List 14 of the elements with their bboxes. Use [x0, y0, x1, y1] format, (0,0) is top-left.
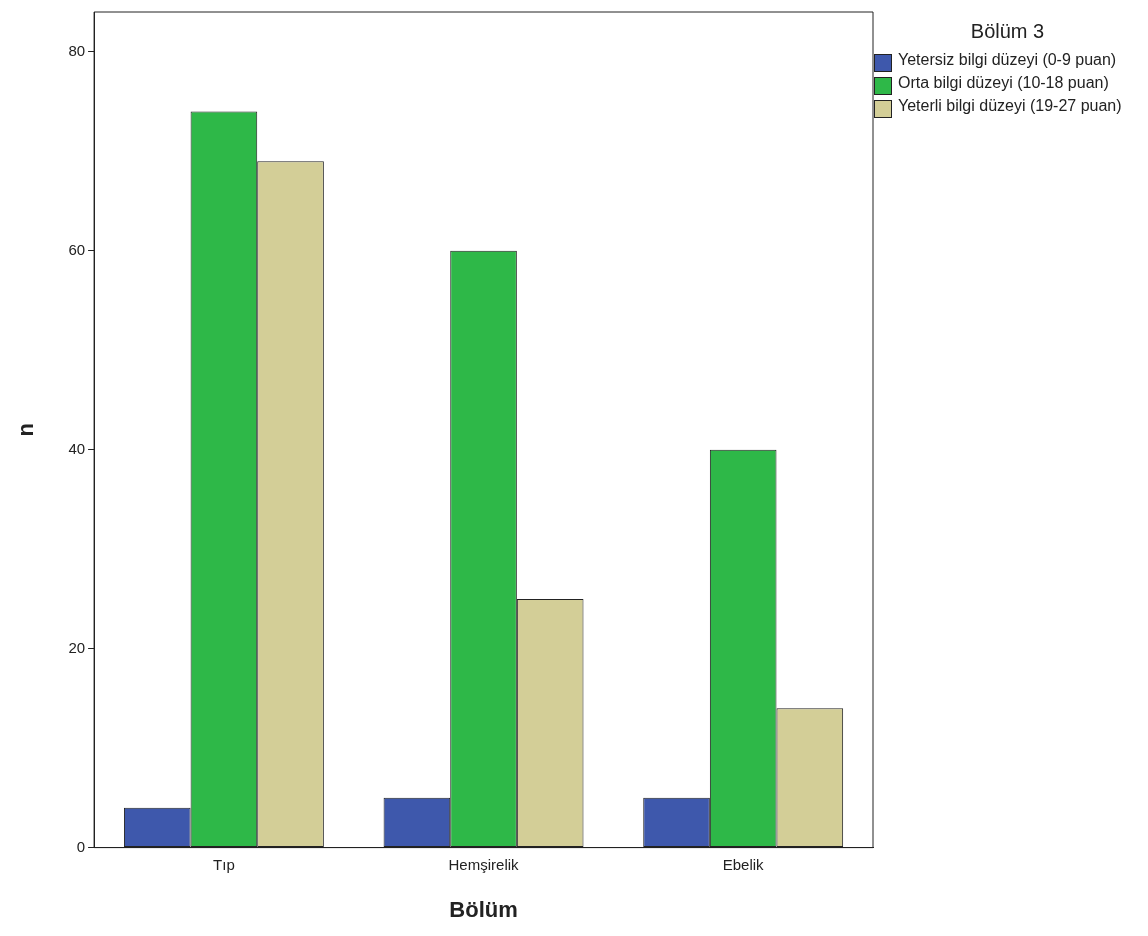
x-axis-title: Bölüm	[449, 896, 518, 922]
x-tick-label: Hemşirelik	[448, 855, 520, 873]
y-tick-label: 80	[68, 41, 86, 59]
y-tick-label: 40	[68, 439, 86, 457]
legend-label: Yetersiz bilgi düzeyi (0-9 puan)	[898, 51, 1117, 68]
y-tick-label: 20	[68, 638, 86, 656]
x-tick-label: Tıp	[213, 855, 235, 873]
y-tick-label: 60	[68, 240, 86, 258]
x-tick-label: Ebelik	[722, 855, 765, 873]
legend-label: Orta bilgi düzeyi (10-18 puan)	[898, 74, 1109, 91]
legend-title: Bölüm 3	[969, 20, 1046, 43]
legend-label: Yeterli bilgi düzeyi (19-27 puan)	[898, 97, 1122, 114]
y-axis-title: n	[13, 423, 39, 437]
y-tick-label: 0	[76, 837, 86, 855]
